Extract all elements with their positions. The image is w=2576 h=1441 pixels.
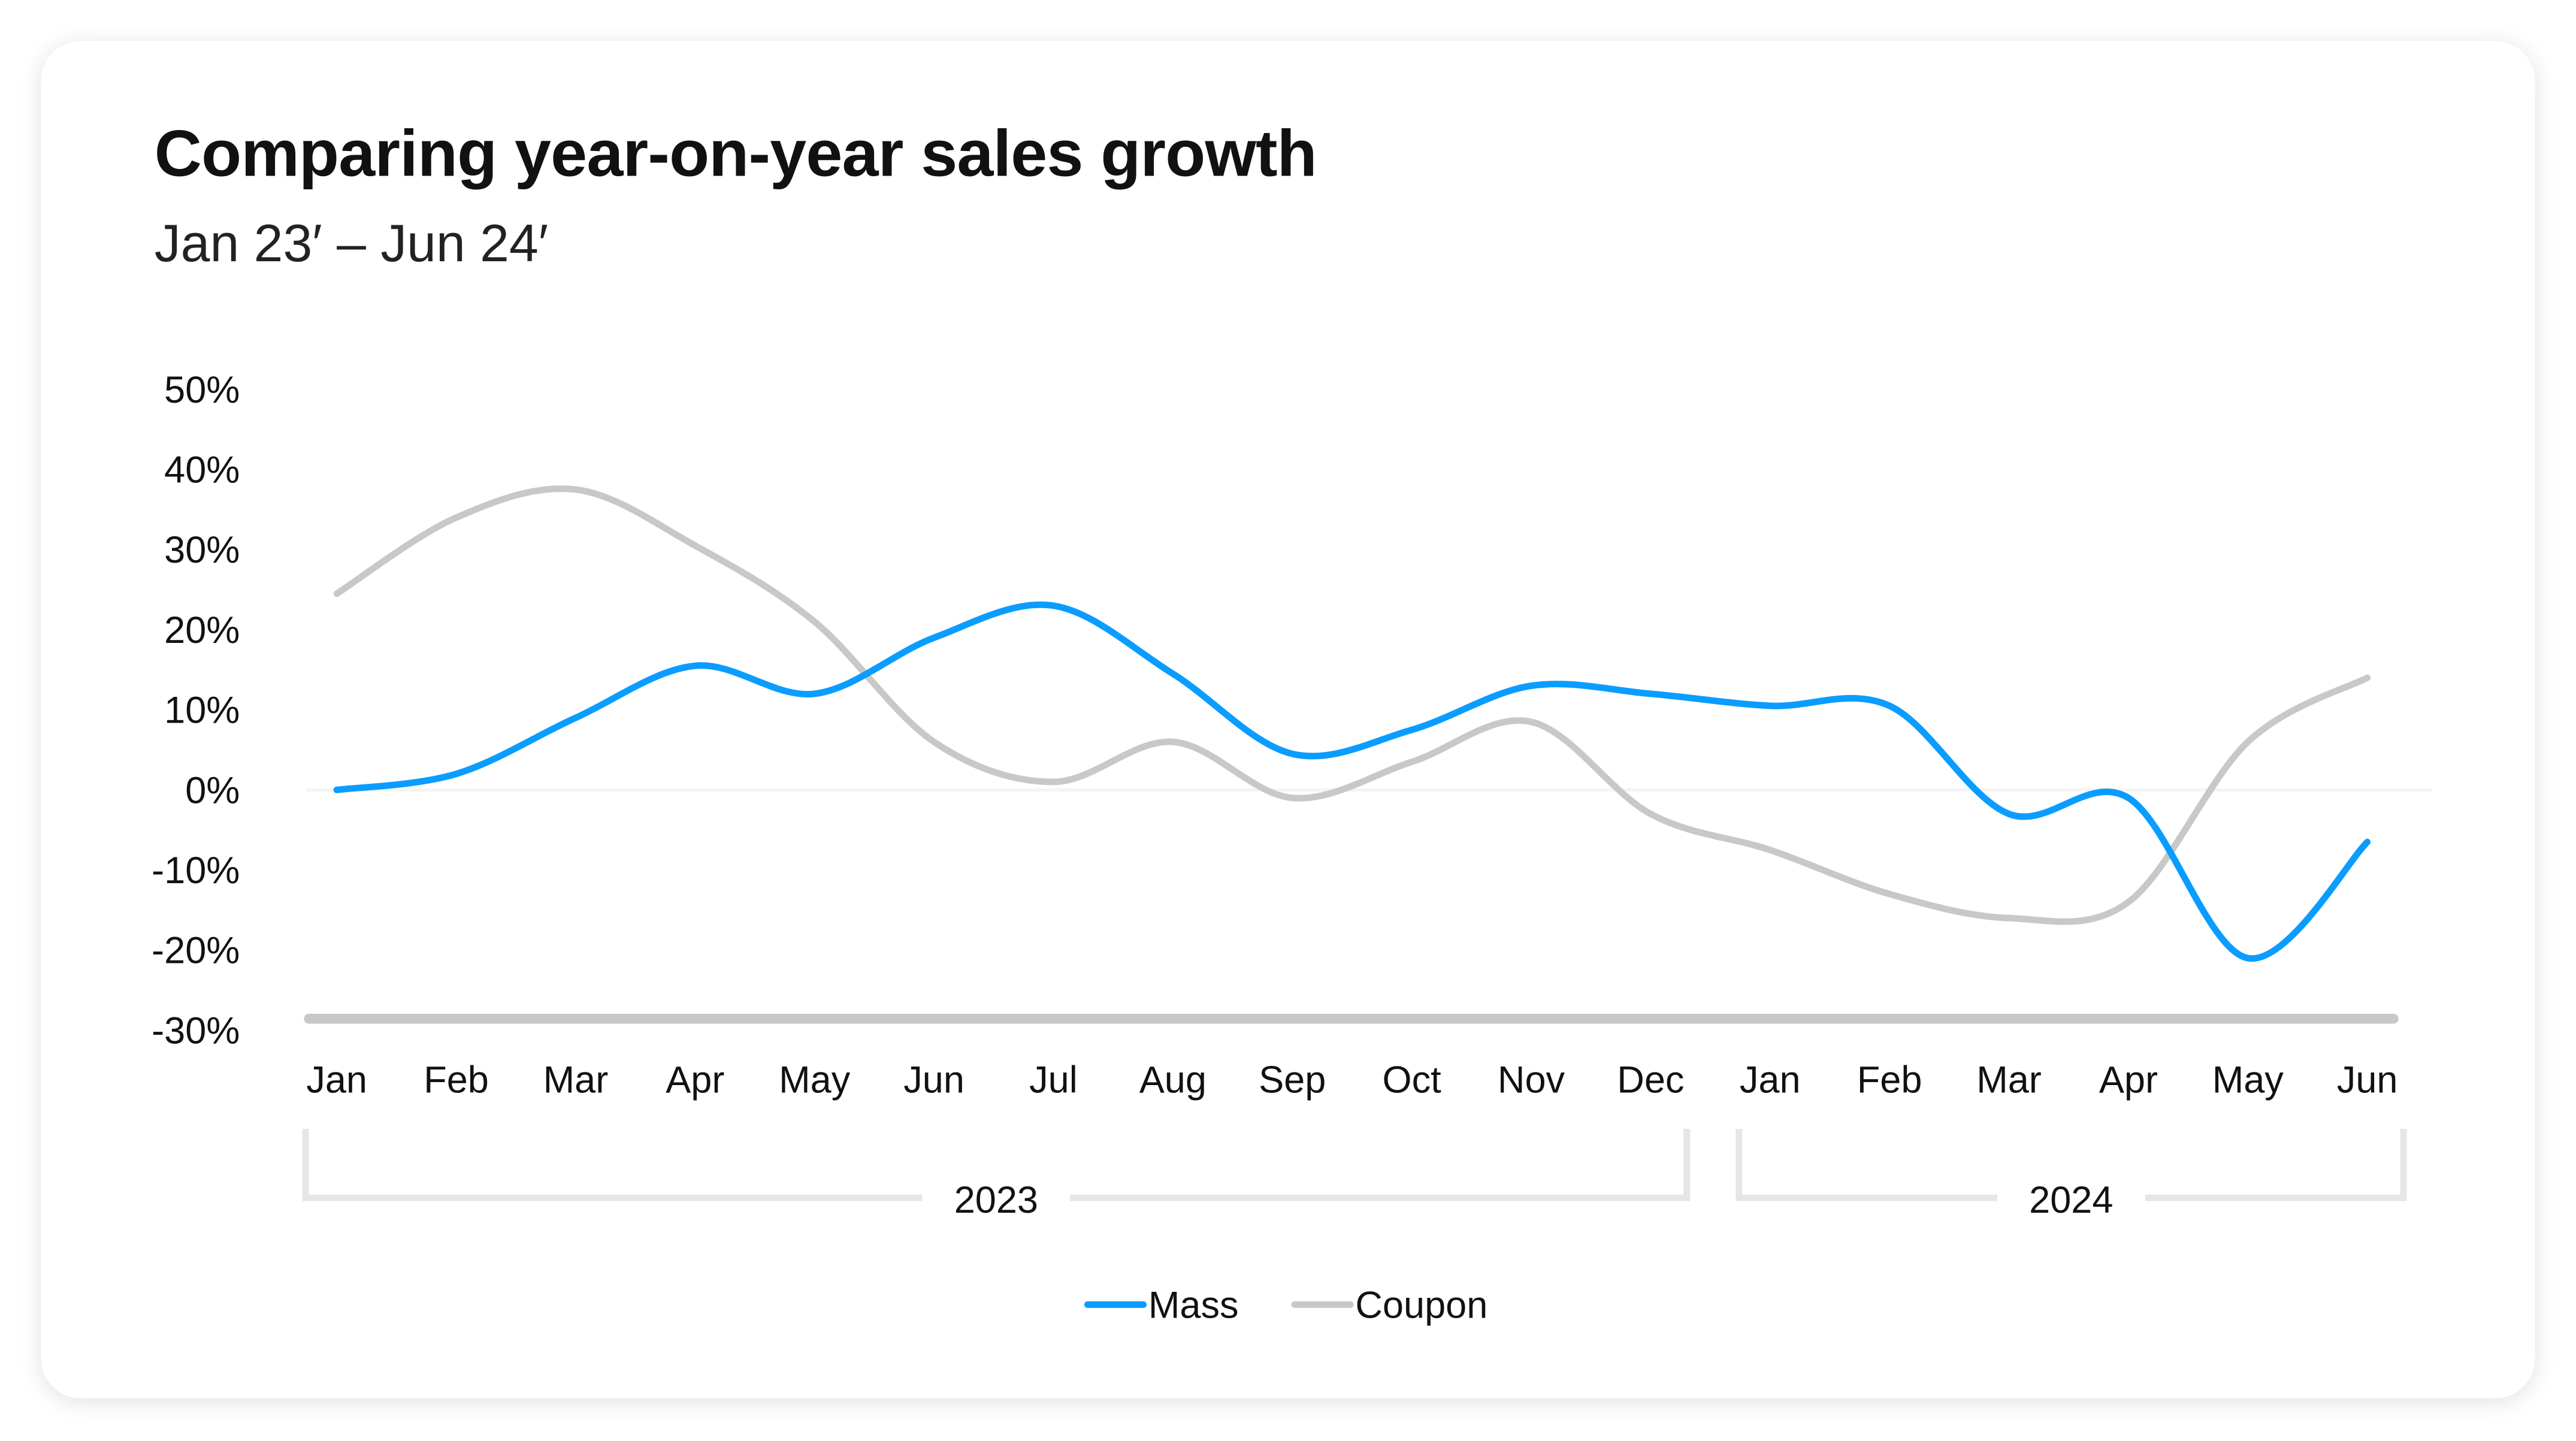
- series-line-mass: [333, 601, 2371, 962]
- legend-label-mass: Mass: [1148, 1284, 1239, 1326]
- y-tick-label: -10%: [152, 850, 240, 892]
- x-tick-label: Jun: [2337, 1059, 2398, 1101]
- y-tick-label: -30%: [152, 1010, 240, 1052]
- chart-card: [41, 41, 2535, 1398]
- chart-title: Comparing year-on-year sales growth: [154, 118, 1317, 191]
- y-tick-label: 20%: [164, 609, 240, 651]
- x-tick-label: Sep: [1259, 1059, 1326, 1101]
- x-tick-label: Apr: [2099, 1059, 2158, 1101]
- y-tick-label: -20%: [152, 930, 240, 972]
- x-tick-label: May: [779, 1059, 851, 1101]
- x-tick-label: Jul: [1029, 1059, 1078, 1101]
- y-tick-label: 30%: [164, 529, 240, 571]
- x-tick-label: Mar: [543, 1059, 609, 1101]
- year-label: 2024: [2029, 1179, 2113, 1221]
- y-tick-label: 10%: [164, 690, 240, 732]
- x-tick-label: Nov: [1498, 1059, 1565, 1101]
- x-tick-label: Feb: [424, 1059, 489, 1101]
- x-tick-label: Jan: [1740, 1059, 1801, 1101]
- x-tick-label: Feb: [1857, 1059, 1922, 1101]
- legend-label-coupon: Coupon: [1355, 1284, 1487, 1326]
- x-tick-label: Jan: [306, 1059, 367, 1101]
- year-bracket: [302, 1128, 1691, 1201]
- year-label: 2023: [954, 1179, 1038, 1221]
- x-tick-label: Dec: [1617, 1059, 1684, 1101]
- y-tick-label: 40%: [164, 449, 240, 491]
- x-tick-label: May: [2212, 1059, 2284, 1101]
- year-bracket: [1736, 1128, 2407, 1201]
- y-tick-label: 0%: [185, 769, 240, 811]
- x-tick-label: Oct: [1383, 1059, 1442, 1101]
- x-tick-label: Mar: [1976, 1059, 2042, 1101]
- x-tick-label: Jun: [903, 1059, 965, 1101]
- chart-subtitle: Jan 23′ – Jun 24′: [154, 213, 549, 273]
- y-tick-label: 50%: [164, 369, 240, 411]
- series-line-coupon: [333, 485, 2371, 925]
- x-tick-label: Aug: [1139, 1059, 1207, 1101]
- x-tick-label: Apr: [666, 1059, 724, 1101]
